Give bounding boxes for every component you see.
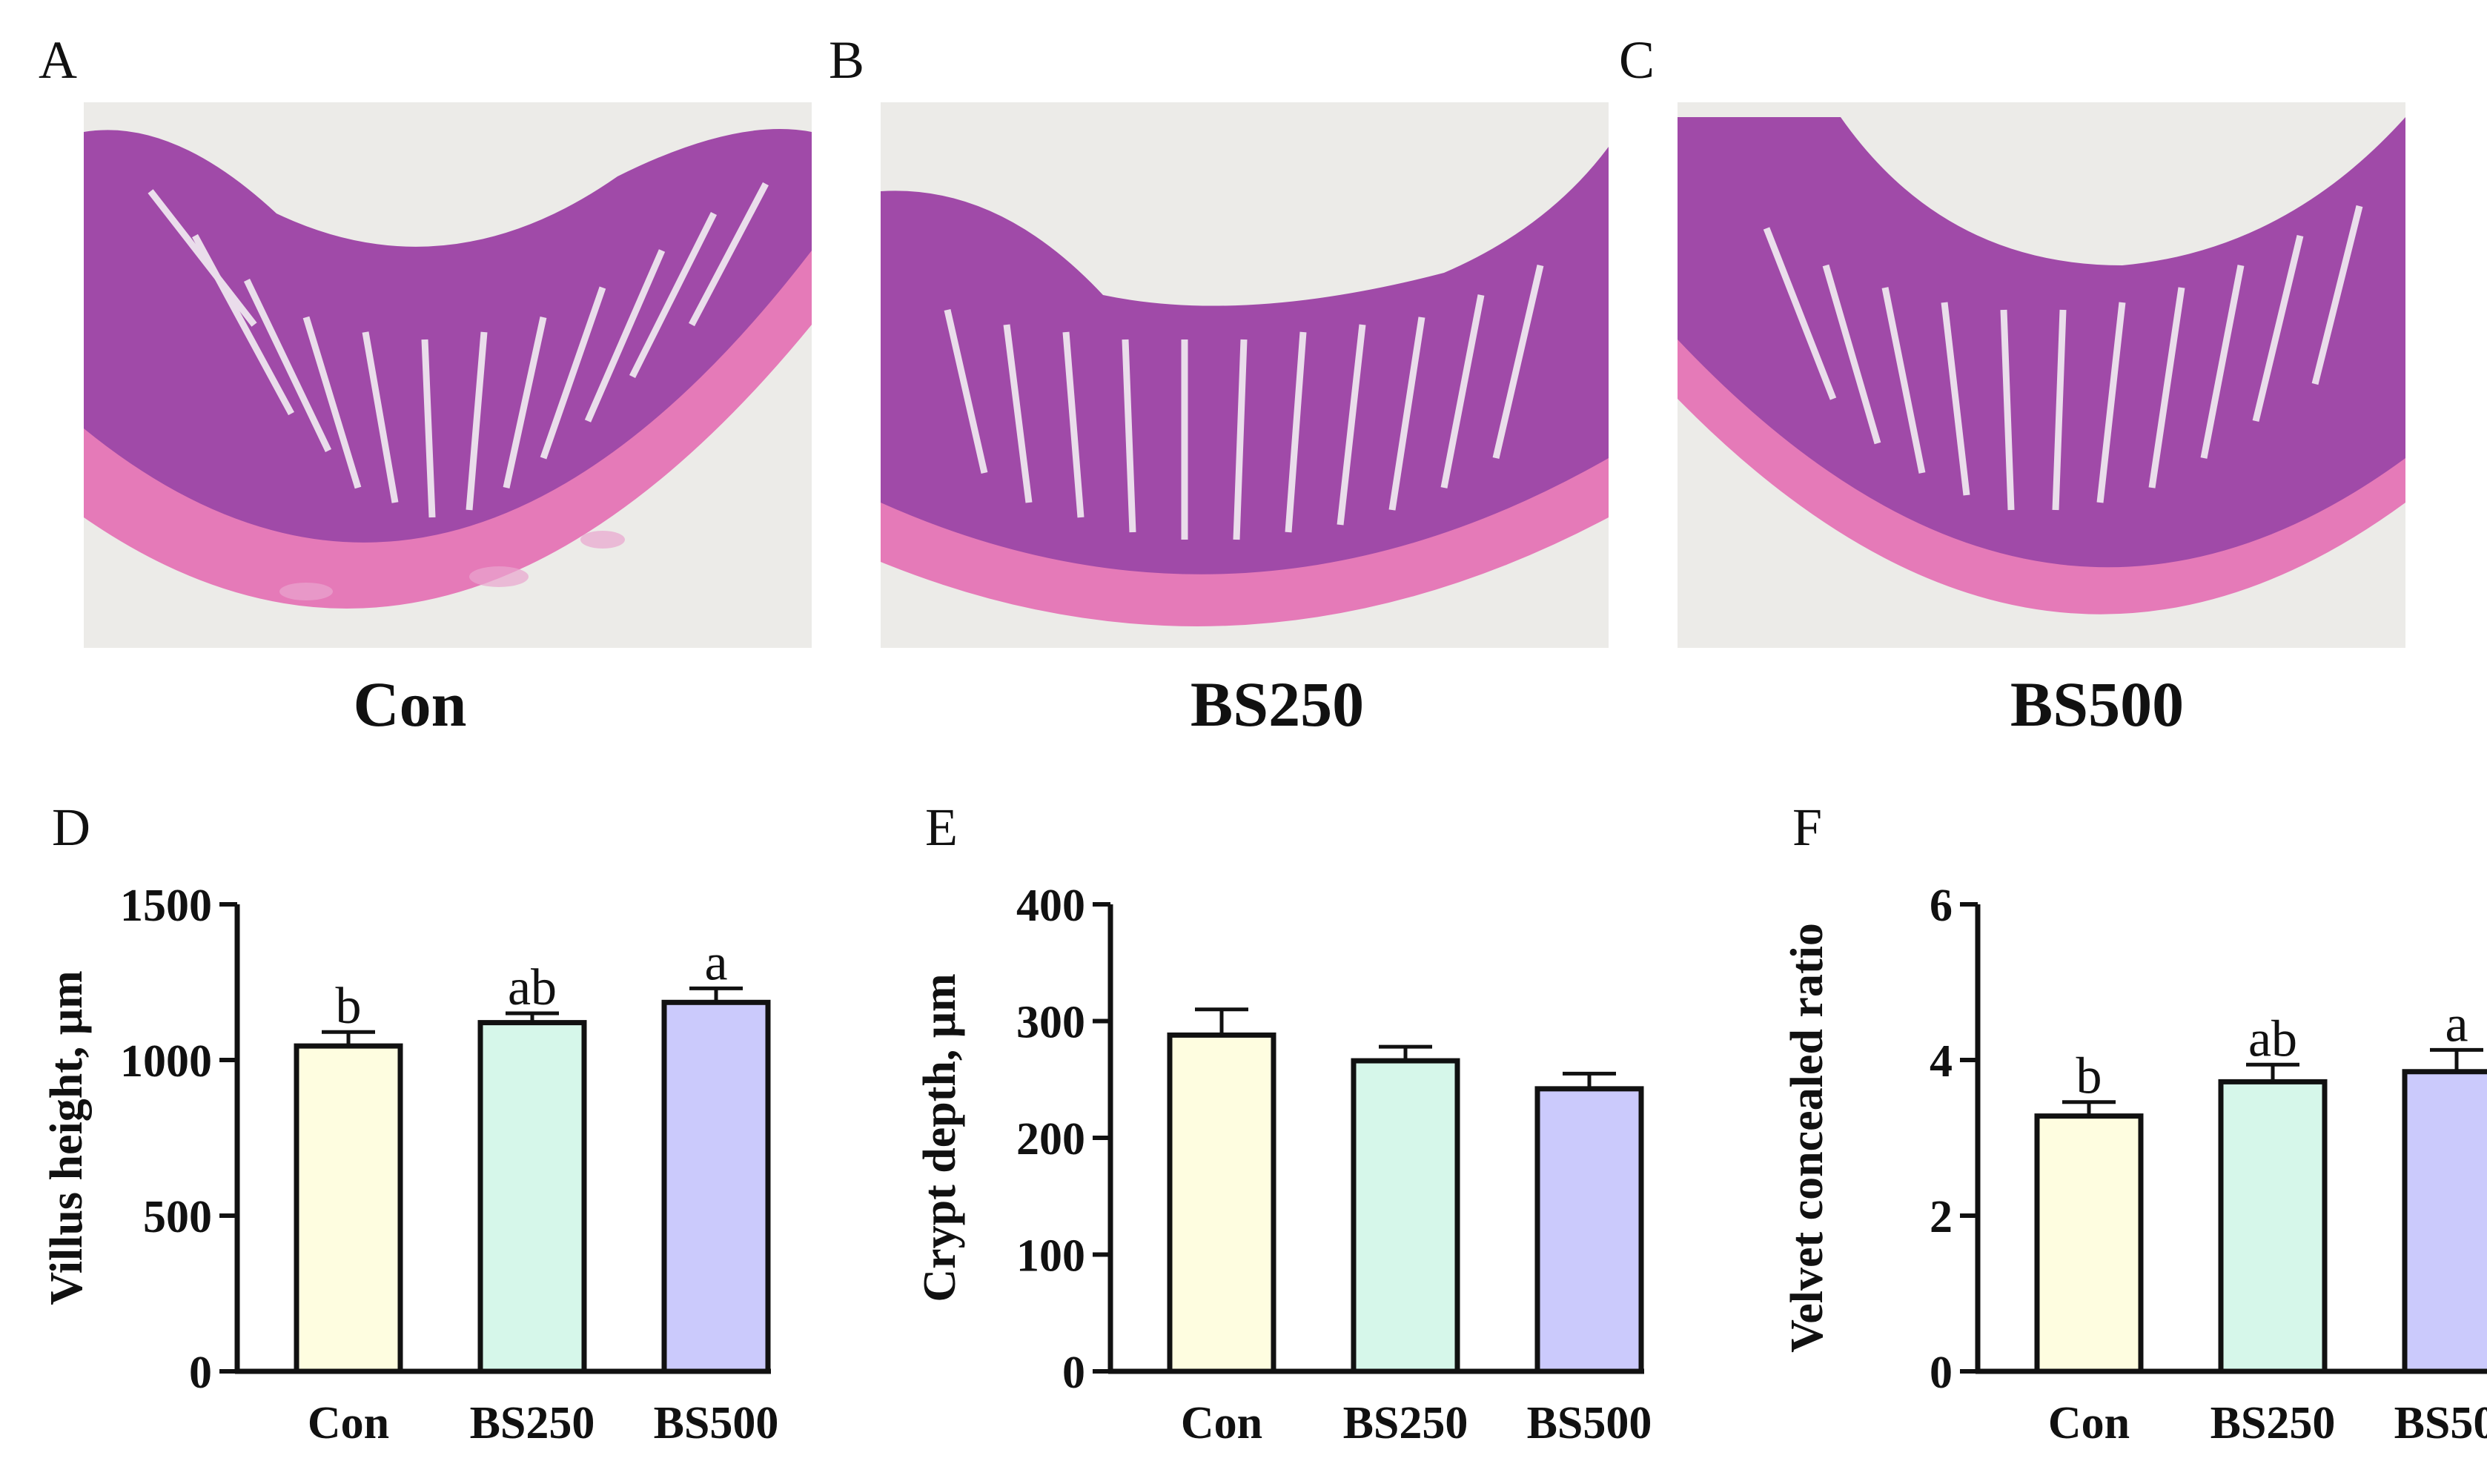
chart-villus-height-svg: 0 500 1000 1500 Villus height, μm b Con ab BS250… [42, 881, 779, 1448]
y-axis-label: Velvet concealed ratio [1782, 923, 1832, 1353]
caption-bs500: BS500 [2010, 669, 2185, 740]
chart-crypt-depth-svg: 0 100 200 300 400 Crypt depth, μm Con BS250 BS50… [915, 881, 1652, 1448]
y-tick-label: 100 [1016, 1231, 1085, 1282]
micrograph-con [84, 102, 812, 648]
x-tick-label-bs250: BS250 [2211, 1398, 2336, 1448]
x-tick-label-con: Con [1181, 1398, 1262, 1448]
significance-letter-bs500: a [2445, 996, 2468, 1053]
bar-con [294, 1043, 403, 1374]
y-tick-label: 300 [1016, 998, 1085, 1048]
chart-villus-height: 0 500 1000 1500 Villus height, μm b Con ab BS250… [30, 786, 815, 1483]
x-tick-label-bs500: BS500 [654, 1398, 779, 1448]
panel-letter-e: E [925, 798, 958, 857]
x-tick-label-bs500: BS500 [2394, 1398, 2487, 1448]
significance-letter-bs500: a [704, 934, 727, 991]
y-tick-label: 400 [1016, 881, 1085, 931]
y-tick-label: 2 [1930, 1192, 1953, 1242]
y-tick-label: 4 [1930, 1036, 1953, 1087]
chart-velvet-ratio: 0 2 4 6 Velvet concealed ratio b Con ab BS250 a BS… [1770, 786, 2487, 1483]
x-tick-label-con: Con [308, 1398, 389, 1448]
panel-letter-f: F [1792, 798, 1823, 857]
bar-bs250 [1351, 1058, 1460, 1374]
micrograph-bs250 [881, 102, 1609, 648]
y-tick-label: 1000 [120, 1036, 212, 1087]
y-axis-label: Villus height, μm [42, 970, 92, 1305]
chart-crypt-depth: 0 100 200 300 400 Crypt depth, μm Con BS250 BS50… [903, 786, 1689, 1483]
micrograph-bs250-image [881, 102, 1609, 648]
y-tick-label: 200 [1016, 1114, 1085, 1165]
caption-con: Con [353, 669, 467, 740]
chart-velvet-ratio-svg: 0 2 4 6 Velvet concealed ratio b Con ab BS250 a BS… [1782, 881, 2487, 1448]
y-tick-label: 0 [1062, 1348, 1085, 1398]
micrograph-bs500 [1678, 102, 2405, 648]
bar-bs500 [661, 999, 771, 1374]
x-tick-label-bs250: BS250 [470, 1398, 595, 1448]
panel-letter-d: D [52, 798, 90, 857]
bar-bs250 [477, 1020, 587, 1374]
significance-letter-bs250: ab [508, 959, 557, 1016]
y-tick-label: 1500 [120, 881, 212, 931]
significance-letter-con: b [336, 978, 362, 1035]
bar-con [1167, 1032, 1276, 1374]
x-tick-label-con: Con [2048, 1398, 2130, 1448]
bar-bs250 [2218, 1079, 2328, 1374]
panel-letter-a: A [39, 30, 77, 90]
y-tick-label: 0 [189, 1348, 212, 1398]
y-tick-label: 6 [1930, 881, 1953, 931]
micrograph-bs500-image [1678, 102, 2405, 648]
panel-letter-b: B [829, 30, 865, 90]
y-axis-label: Crypt depth, μm [915, 973, 965, 1302]
bar-con [2034, 1113, 2144, 1374]
bar-bs500 [2402, 1069, 2487, 1374]
bar-bs500 [1534, 1086, 1644, 1374]
panel-letter-c: C [1619, 30, 1655, 90]
y-tick-label: 500 [143, 1192, 212, 1242]
x-tick-label-bs250: BS250 [1343, 1398, 1468, 1448]
y-tick-label: 0 [1930, 1348, 1953, 1398]
caption-bs250: BS250 [1190, 669, 1365, 740]
x-tick-label-bs500: BS500 [1527, 1398, 1652, 1448]
significance-letter-bs250: ab [2248, 1010, 2297, 1067]
significance-letter-con: b [2076, 1048, 2102, 1105]
micrograph-con-image [84, 102, 812, 648]
